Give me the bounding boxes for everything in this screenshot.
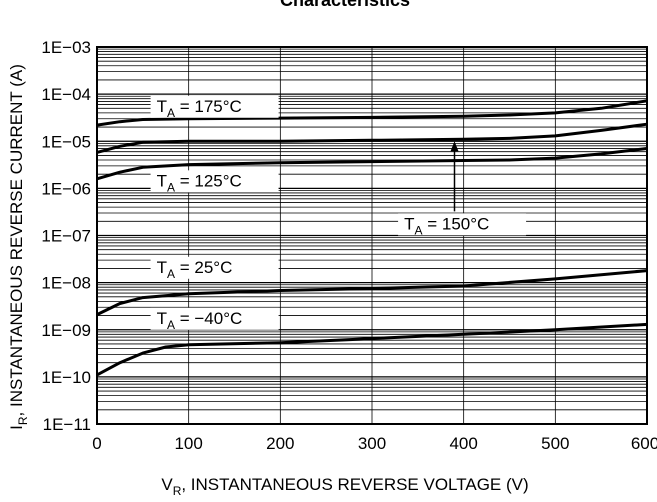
- x-tick-label: 100: [174, 434, 202, 453]
- series-line: [96, 122, 648, 154]
- series-label-arrowhead: [450, 141, 459, 152]
- series-label: TA = −40°C: [157, 309, 243, 332]
- x-tick-label: 600: [631, 434, 657, 453]
- series-label-bg: [150, 256, 279, 279]
- series-line: [96, 99, 648, 127]
- series-labels: TA = 175°C TA = 150°C TA = 125°C TA = 25°C T…: [150, 95, 527, 332]
- series-group: [96, 99, 648, 377]
- y-tick-label: 1E−03: [41, 38, 91, 57]
- y-tick-label: 1E−11: [43, 415, 91, 434]
- x-tick-label: 0: [92, 434, 101, 453]
- y-tick-label: 1E−06: [41, 179, 91, 198]
- y-tick-label: 1E−08: [41, 274, 91, 293]
- series-label-bg: [150, 307, 279, 330]
- series-line: [96, 322, 648, 377]
- series-line: [96, 147, 648, 181]
- series-label-bg: [398, 213, 527, 236]
- y-tick-label: 1E−09: [41, 321, 91, 340]
- chart-title: Characteristics: [280, 0, 410, 10]
- x-tick-label: 200: [266, 434, 294, 453]
- y-tick-label: 1E−10: [41, 368, 91, 387]
- y-tick-label: 1E−04: [41, 85, 91, 104]
- x-tick-labels: 0 100 200 300 400 500 600: [92, 434, 657, 453]
- y-tick-label: 1E−05: [41, 132, 91, 151]
- x-tick-label: 400: [449, 434, 477, 453]
- x-axis-label: VR, INSTANTANEOUS REVERSE VOLTAGE (V): [161, 475, 528, 498]
- series-label-bg: [150, 170, 279, 193]
- y-tick-labels: 1E−11 1E−10 1E−09 1E−08 1E−07 1E−06 1E−05 1E−04…: [41, 38, 91, 434]
- series-label: TA = 125°C: [157, 171, 242, 194]
- series-line: [96, 269, 648, 316]
- x-tick-label: 300: [358, 434, 386, 453]
- series-label: TA = 150°C: [404, 214, 489, 237]
- plot-frame: [96, 46, 648, 425]
- x-tick-label: 500: [541, 434, 569, 453]
- series-label: TA = 175°C: [157, 97, 242, 120]
- series-label-bg: [150, 95, 279, 118]
- series-label: TA = 25°C: [157, 258, 233, 281]
- y-axis-label: IR, INSTANTANEOUS REVERSE CURRENT (A): [7, 64, 30, 430]
- y-tick-label: 1E−07: [41, 227, 91, 246]
